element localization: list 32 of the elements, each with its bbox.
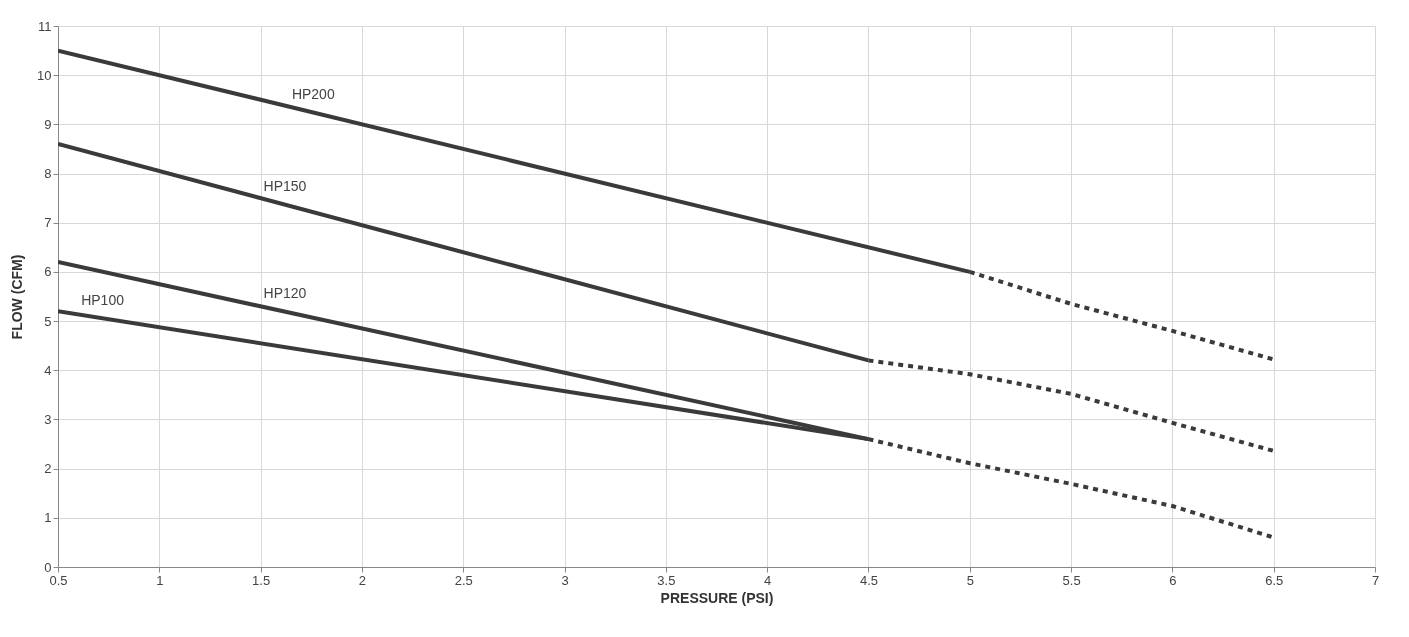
x-tick-label: 2 — [358, 572, 367, 588]
y-tick-label: 5 — [44, 313, 52, 329]
y-tick-label: 3 — [44, 411, 52, 427]
y-tick-label: 6 — [44, 264, 52, 280]
y-tick-label: 10 — [37, 67, 52, 83]
x-tick-label: 0.5 — [49, 572, 68, 588]
series-label: HP100 — [81, 292, 125, 309]
x-tick-label: 4 — [764, 572, 772, 588]
y-tick-label: 11 — [38, 18, 52, 34]
series-label: HP200 — [291, 86, 335, 103]
y-tick-label: 8 — [44, 166, 52, 182]
y-tick-label: 2 — [44, 461, 52, 477]
x-tick-label: 1.5 — [252, 572, 271, 588]
y-tick-label: 9 — [44, 116, 52, 132]
x-tick-label: 5 — [966, 572, 974, 588]
y-tick-label: 4 — [44, 362, 52, 378]
x-tick-label: 6.5 — [1265, 572, 1284, 588]
y-axis-title: FLOW (CFM) — [9, 254, 26, 340]
y-tick-label: 1 — [44, 510, 52, 526]
x-tick-label: 5.5 — [1062, 572, 1081, 588]
x-tick-label: 6 — [1169, 572, 1177, 588]
x-tick-label: 3 — [561, 572, 569, 588]
series-label: HP150 — [263, 178, 307, 195]
x-tick-label: 1 — [156, 572, 164, 588]
series-label: HP120 — [263, 285, 307, 302]
x-axis-title: PRESSURE (PSI) — [660, 589, 774, 606]
x-tick-label: 2.5 — [454, 572, 473, 588]
x-tick-label: 7 — [1371, 572, 1380, 588]
y-tick-label: 7 — [44, 215, 52, 231]
y-tick-label: 0 — [44, 559, 52, 575]
x-tick-label: 3.5 — [657, 572, 676, 588]
x-tick-label: 4.5 — [859, 572, 878, 588]
